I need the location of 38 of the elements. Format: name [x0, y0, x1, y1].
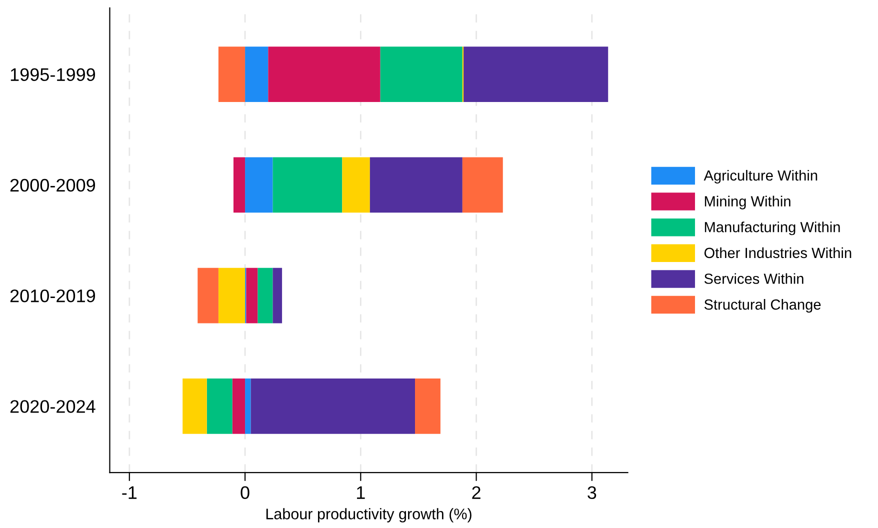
bar — [342, 157, 370, 213]
bar — [218, 46, 246, 102]
legend-label: Other Industries Within — [704, 247, 852, 258]
bar — [198, 268, 218, 324]
bar — [370, 157, 462, 213]
bar — [272, 157, 342, 213]
y-tick-label: 1995-1999 — [10, 68, 96, 82]
bar — [245, 378, 251, 434]
x-tick-label: 1 — [357, 486, 365, 499]
bar — [272, 268, 282, 324]
bar — [380, 46, 462, 102]
bar — [182, 378, 207, 434]
y-tick-label: 2020-2024 — [10, 400, 96, 413]
bar — [245, 46, 268, 102]
x-tick-label: 3 — [588, 486, 596, 500]
x-tick-label: -1 — [122, 486, 137, 499]
bar — [233, 157, 246, 213]
bar — [258, 268, 273, 324]
bar — [246, 268, 258, 324]
bar — [268, 46, 380, 102]
bar — [218, 268, 246, 324]
bar — [206, 378, 232, 434]
legend-label: Manufacturing Within — [704, 222, 840, 236]
legend-label: Agriculture Within — [704, 170, 818, 184]
y-tick-label: 2000-2009 — [10, 178, 96, 192]
legend-label: Structural Change — [704, 299, 821, 313]
bar — [415, 378, 440, 434]
x-tick-label: 2 — [472, 486, 480, 499]
legend-label: Mining Within — [704, 196, 790, 210]
x-axis-title: Labour productivity growth (%) — [266, 508, 472, 522]
bar — [250, 378, 416, 434]
bar — [462, 157, 503, 213]
x-tick-label: 0 — [240, 486, 250, 500]
bar — [245, 157, 273, 213]
legend-label: Services Within — [704, 273, 804, 284]
y-tick-label: 2010-2019 — [10, 289, 96, 302]
bar — [464, 46, 608, 102]
bar — [232, 378, 246, 434]
